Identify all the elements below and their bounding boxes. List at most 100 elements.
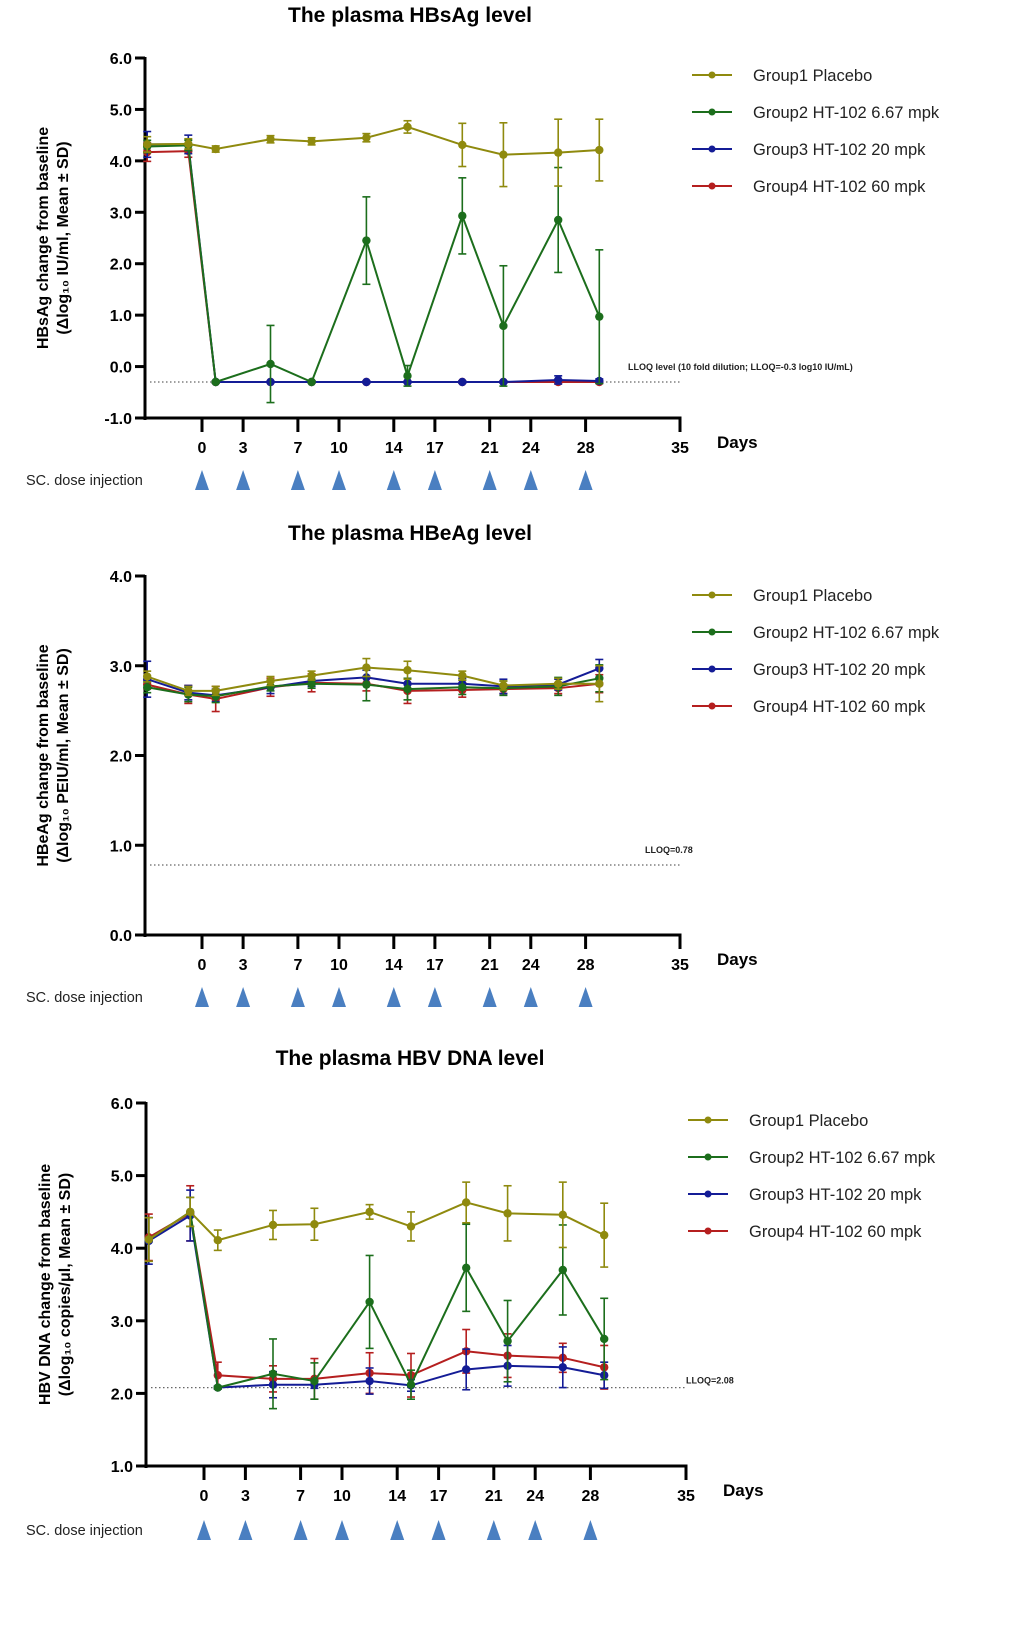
data-point — [310, 1376, 319, 1386]
injection-marker-icon — [486, 1520, 501, 1540]
injection-marker-icon — [236, 470, 251, 490]
x-tick-label: 3 — [239, 440, 248, 457]
legend-label: Group2 HT-102 6.67 mpk — [753, 624, 940, 642]
data-point — [554, 148, 563, 157]
hbv-dna-chart: The plasma HBV DNA level HBV DNA change f… — [26, 1047, 936, 1540]
data-point — [143, 683, 152, 692]
dose-injection-label: SC. dose injection — [26, 473, 143, 489]
y-axis-label-line2: (Δlog₁₀ IU/ml, Mean ± SD) — [55, 141, 72, 334]
data-point — [310, 1220, 319, 1229]
y-tick-label: 2.0 — [110, 257, 132, 274]
legend-swatch-dot — [708, 591, 716, 599]
data-point — [268, 1369, 278, 1378]
injection-marker-icon — [332, 470, 346, 490]
data-point — [600, 1230, 609, 1240]
injection-marker-icon — [195, 470, 209, 490]
legend-item: Group4 HT-102 60 mpk — [692, 698, 926, 716]
legend-swatch-dot — [708, 108, 716, 116]
y-tick-label: 5.0 — [111, 1169, 133, 1186]
x-tick-label: 10 — [333, 1488, 351, 1505]
data-point — [600, 1334, 609, 1344]
data-point — [403, 684, 412, 694]
x-axis-label: Days — [717, 433, 758, 452]
dose-injection-label: SC. dose injection — [26, 990, 143, 1006]
x-tick-label: 35 — [671, 957, 689, 974]
data-point — [458, 683, 467, 692]
data-point — [499, 681, 508, 690]
data-point — [307, 377, 316, 387]
x-tick-label: 0 — [198, 957, 207, 974]
data-point — [365, 1297, 374, 1307]
data-point — [362, 377, 371, 387]
data-point — [499, 321, 508, 331]
data-point — [143, 140, 152, 149]
data-point — [307, 671, 316, 680]
data-point — [458, 377, 467, 387]
x-tick-label: 17 — [426, 957, 444, 974]
data-point — [503, 1209, 512, 1218]
legend-swatch-dot — [708, 182, 716, 190]
y-tick-label: 4.0 — [110, 569, 132, 586]
data-point — [211, 377, 220, 387]
x-tick-label: 17 — [430, 1488, 448, 1505]
lloq-label: LLOQ level (10 fold dilution; LLOQ=-0.3 … — [628, 362, 853, 372]
data-point — [266, 359, 275, 369]
y-tick-label: -1.0 — [104, 411, 132, 428]
y-tick-label: 0.0 — [110, 360, 132, 377]
data-point — [362, 663, 371, 672]
series-1 — [144, 1181, 609, 1268]
injection-marker-icon — [335, 1520, 349, 1540]
injection-marker-icon — [431, 1520, 446, 1540]
data-point — [403, 122, 412, 132]
injection-marker-icon — [197, 1520, 211, 1540]
y-axis-label-line2: (Δlog₁₀ copies/μl, Mean ± SD) — [57, 1173, 74, 1396]
injection-marker-icon — [528, 1520, 543, 1540]
legend-label: Group1 Placebo — [749, 1112, 868, 1130]
y-tick-label: 5.0 — [110, 102, 132, 119]
legend-swatch-dot — [708, 665, 716, 673]
y-tick-label: 3.0 — [111, 1314, 133, 1331]
y-axis-label-line1: HBV DNA change from baseline — [37, 1164, 54, 1405]
legend-label: Group2 HT-102 6.67 mpk — [749, 1149, 936, 1167]
data-point — [554, 375, 563, 385]
injection-marker-icon — [386, 470, 401, 490]
data-point — [403, 666, 412, 675]
data-point — [595, 312, 604, 321]
x-tick-label: 14 — [385, 957, 403, 974]
data-point — [365, 1207, 374, 1217]
injection-marker-icon — [290, 470, 305, 490]
data-point — [595, 679, 604, 688]
legend-swatch-dot — [704, 1153, 712, 1161]
y-tick-label: 2.0 — [110, 749, 132, 766]
data-point — [558, 1363, 567, 1372]
data-point — [365, 1376, 374, 1386]
legend-item: Group1 Placebo — [692, 67, 872, 85]
data-point — [462, 1263, 471, 1273]
legend-swatch-dot — [708, 145, 716, 153]
y-tick-label: 1.0 — [110, 308, 132, 325]
data-point — [213, 1383, 222, 1392]
legend-item: Group2 HT-102 6.67 mpk — [692, 624, 940, 642]
legend-item: Group3 HT-102 20 mpk — [688, 1186, 922, 1204]
injection-marker-icon — [427, 987, 442, 1007]
legend-item: Group2 HT-102 6.67 mpk — [692, 104, 940, 122]
hbsag-chart-panel: The plasma HBsAg level HBsAg change from … — [0, 0, 1035, 510]
data-point — [558, 1210, 567, 1220]
data-point — [362, 236, 371, 245]
data-point — [211, 686, 220, 696]
hbsag-chart: The plasma HBsAg level HBsAg change from … — [26, 4, 940, 490]
x-tick-label: 35 — [671, 440, 689, 457]
y-tick-label: 3.0 — [110, 659, 132, 676]
injection-marker-icon — [293, 1520, 308, 1540]
lloq-label: LLOQ=2.08 — [686, 1376, 734, 1386]
hbeag-chart-panel: The plasma HBeAg level HBeAg change from … — [0, 510, 1035, 1040]
x-axis-label: Days — [723, 1481, 764, 1500]
data-point — [362, 133, 371, 142]
legend-label: Group3 HT-102 20 mpk — [753, 141, 926, 159]
y-tick-label: 1.0 — [110, 838, 132, 855]
x-tick-label: 7 — [293, 440, 302, 457]
data-point — [184, 686, 193, 696]
data-point — [184, 139, 193, 149]
data-point — [144, 1235, 153, 1244]
legend-item: Group1 Placebo — [688, 1112, 868, 1130]
